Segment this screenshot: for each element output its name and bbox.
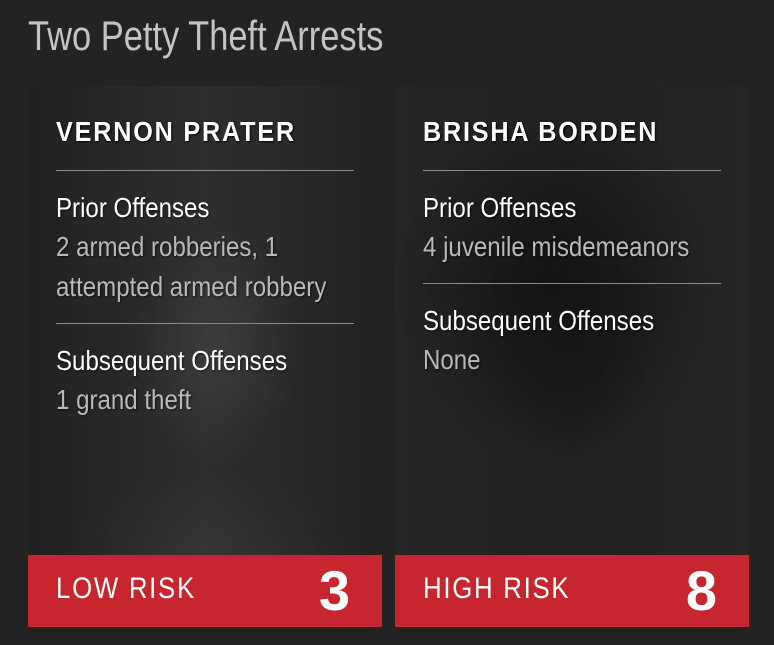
card-content: BRISHA BORDEN Prior Offenses 4 juvenile … — [423, 86, 721, 396]
risk-bar: LOW RISK 3 — [28, 555, 382, 627]
mugshot-photo — [28, 86, 382, 556]
mugshot-photo — [395, 86, 749, 556]
divider — [56, 170, 354, 171]
risk-bar: HIGH RISK 8 — [395, 555, 749, 627]
subsequent-offenses-section: Subsequent Offenses None — [423, 284, 721, 396]
prior-offenses-section: Prior Offenses 4 juvenile misdemeanors — [423, 171, 721, 283]
risk-label: HIGH RISK — [423, 572, 571, 605]
person-card-brisha-borden: BRISHA BORDEN Prior Offenses 4 juvenile … — [395, 86, 749, 627]
card-content: VERNON PRATER Prior Offenses 2 armed rob… — [56, 86, 354, 436]
risk-label: LOW RISK — [56, 572, 196, 605]
subsequent-offenses-heading: Subsequent Offenses — [56, 345, 288, 376]
page-title: Two Petty Theft Arrests — [28, 12, 384, 59]
divider — [56, 323, 354, 324]
subsequent-offenses-value: 1 grand theft — [56, 384, 192, 415]
subsequent-offenses-section: Subsequent Offenses 1 grand theft — [56, 324, 354, 436]
prior-offenses-value: 4 juvenile misdemeanors — [423, 231, 690, 262]
risk-score: 3 — [318, 559, 350, 622]
divider — [423, 283, 721, 284]
person-card-vernon-prater: VERNON PRATER Prior Offenses 2 armed rob… — [28, 86, 382, 627]
person-name: VERNON PRATER — [56, 116, 296, 147]
subsequent-offenses-value: None — [423, 344, 481, 375]
divider — [423, 170, 721, 171]
risk-score: 8 — [685, 559, 717, 622]
prior-offenses-section: Prior Offenses 2 armed robberies, 1 atte… — [56, 171, 354, 323]
person-name: BRISHA BORDEN — [423, 116, 659, 147]
prior-offenses-value: 2 armed robberies, 1 attempted armed rob… — [56, 231, 327, 302]
subsequent-offenses-heading: Subsequent Offenses — [423, 305, 655, 336]
prior-offenses-heading: Prior Offenses — [423, 192, 577, 223]
prior-offenses-heading: Prior Offenses — [56, 192, 210, 223]
